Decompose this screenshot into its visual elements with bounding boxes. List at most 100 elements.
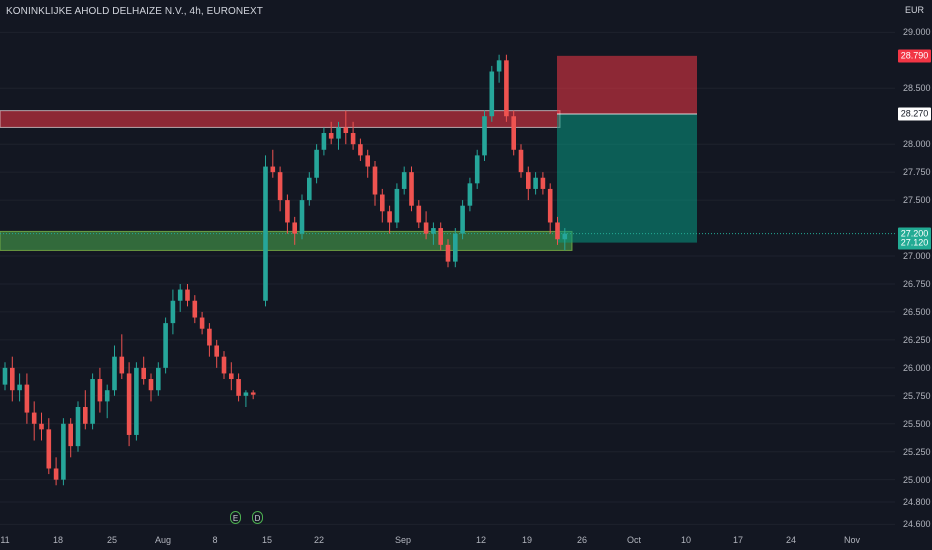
candle-body <box>496 60 502 72</box>
candle-body <box>39 423 44 430</box>
candle-body <box>555 222 560 240</box>
candle-body <box>2 367 8 385</box>
price-tick-label: 26.500 <box>903 306 931 317</box>
candle-body <box>416 205 422 223</box>
candle-body <box>358 144 363 156</box>
time-tick-label: 25 <box>106 535 118 545</box>
price-tick-label: 25.250 <box>903 446 931 457</box>
candle-body <box>83 406 88 424</box>
candle-body <box>489 71 495 117</box>
candle-body <box>221 356 227 374</box>
time-tick-label: Sep <box>394 535 412 545</box>
candle-body <box>526 172 531 189</box>
price-tick-label: 24.600 <box>903 519 931 530</box>
earnings-event-icon[interactable]: E <box>230 511 241 524</box>
candle-body <box>453 233 458 262</box>
candle-body <box>229 373 234 380</box>
price-tick-label: 27.750 <box>903 167 931 178</box>
candle-body <box>423 222 429 234</box>
candle-body <box>504 60 509 117</box>
stop-price-tag: 28.790 <box>898 49 931 63</box>
time-tick-label: 24 <box>785 535 797 545</box>
candle-body <box>207 328 212 346</box>
candle-body <box>10 367 15 391</box>
candle-body <box>285 200 290 223</box>
candle-body <box>170 300 176 324</box>
candle-body <box>126 373 132 435</box>
short-position-target-zone <box>557 114 697 243</box>
candle-body <box>292 222 297 234</box>
candle-body <box>90 379 95 424</box>
candle-body <box>511 116 516 150</box>
candle-body <box>163 323 168 368</box>
candle-body <box>236 379 241 396</box>
candle-body <box>343 127 349 134</box>
candle-body <box>53 468 59 480</box>
price-tick-label: 28.500 <box>903 83 931 94</box>
candle-body <box>431 228 436 234</box>
price-tick-label: 28.000 <box>903 139 931 150</box>
time-tick-label: 17 <box>732 535 744 545</box>
candle-body <box>380 194 385 212</box>
candle-body <box>336 127 341 139</box>
price-tick-label: 26.250 <box>903 334 931 345</box>
candle-body <box>97 379 103 402</box>
resistance-zone <box>0 110 561 128</box>
price-tick-label: 24.800 <box>903 497 931 508</box>
time-tick-label: 22 <box>313 535 325 545</box>
time-tick-label: 19 <box>521 535 533 545</box>
candle-body <box>409 172 414 206</box>
candle-body <box>192 300 198 318</box>
price-tick-label: 25.500 <box>903 418 931 429</box>
support-zone <box>0 230 573 251</box>
price-tick-label: 25.750 <box>903 390 931 401</box>
time-tick-label: 26 <box>576 535 588 545</box>
candle-body <box>482 116 487 156</box>
target-price-tag: 27.120 <box>898 236 931 250</box>
dividend-event-icon[interactable]: D <box>252 511 263 524</box>
price-tick-label: 27.000 <box>903 251 931 262</box>
candle-body <box>299 200 305 234</box>
candle-body <box>547 188 553 223</box>
candle-body <box>467 183 473 206</box>
candle-body <box>540 177 546 189</box>
candle-body <box>533 177 538 189</box>
chart-area[interactable]: KONINKLIJKE AHOLD DELHAIZE N.V., 4h, EUR… <box>0 0 895 530</box>
time-tick-label: 15 <box>261 535 273 545</box>
time-tick-label: 12 <box>475 535 487 545</box>
candle-body <box>177 289 183 301</box>
candle-body <box>24 384 30 413</box>
candle-body <box>321 133 327 150</box>
short-position-stop-zone <box>557 55 697 114</box>
candle-body <box>307 177 312 201</box>
candle-body <box>263 166 268 301</box>
candle-body <box>401 172 407 189</box>
candle-body <box>17 384 22 391</box>
candle-body <box>365 155 370 167</box>
candle-body <box>104 390 110 402</box>
candle-body <box>134 367 139 435</box>
time-tick-label: 18 <box>52 535 64 545</box>
candle-body <box>438 228 443 245</box>
candle-body <box>250 392 256 395</box>
candle-body <box>277 172 283 201</box>
time-tick-label: Nov <box>843 535 861 545</box>
candle-body <box>350 133 356 145</box>
currency-label: EUR <box>905 5 925 15</box>
candle-body <box>119 356 125 374</box>
candle-body <box>61 423 66 480</box>
candle-body <box>243 392 249 396</box>
candle-body <box>372 166 378 195</box>
candle-body <box>31 412 37 424</box>
price-chart[interactable] <box>0 0 895 530</box>
candle-body <box>562 233 568 240</box>
price-axis[interactable] <box>895 0 932 550</box>
time-axis[interactable] <box>0 530 895 550</box>
candle-body <box>199 317 205 329</box>
entry-price-tag: 28.270 <box>898 107 931 121</box>
candle-body <box>75 406 81 447</box>
time-tick-label: 11 <box>0 535 10 545</box>
time-tick-label: 8 <box>212 535 218 545</box>
price-tick-label: 27.500 <box>903 195 931 206</box>
time-tick-label: Oct <box>626 535 642 545</box>
